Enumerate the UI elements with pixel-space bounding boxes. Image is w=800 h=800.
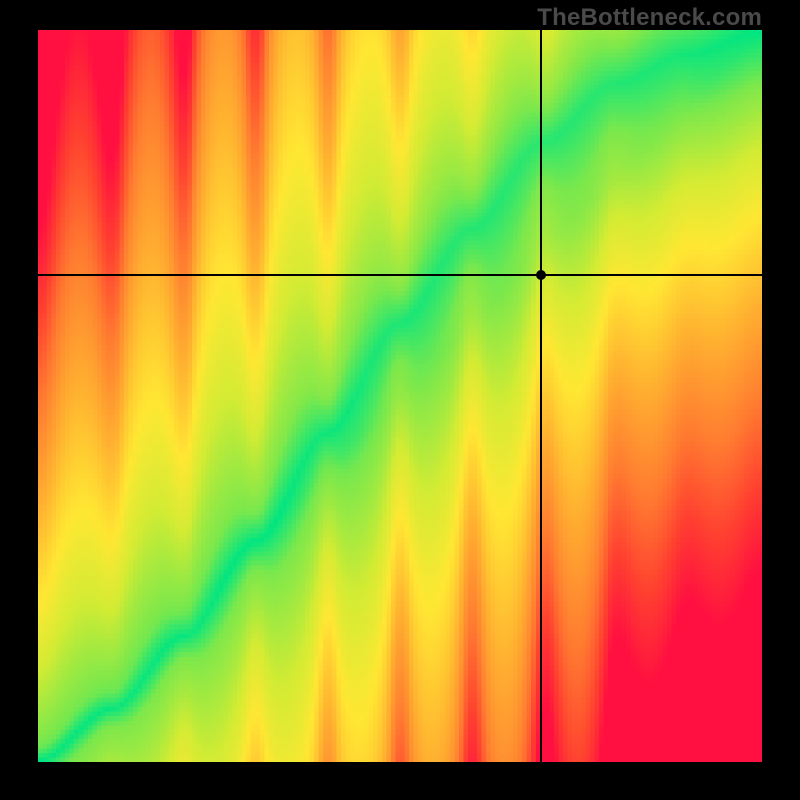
watermark-text: TheBottleneck.com — [537, 4, 762, 32]
plot-area — [38, 30, 762, 762]
crosshair-marker — [536, 270, 546, 280]
crosshair-vertical — [540, 30, 542, 762]
bottleneck-heatmap — [38, 30, 762, 762]
chart-container: TheBottleneck.com — [0, 0, 800, 800]
crosshair-horizontal — [38, 274, 762, 276]
